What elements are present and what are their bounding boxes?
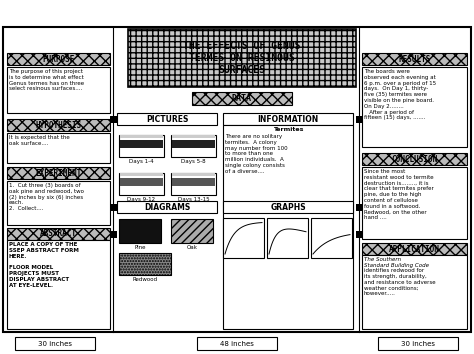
Bar xyxy=(356,231,363,238)
Bar xyxy=(223,113,353,125)
Bar xyxy=(3,27,471,332)
Bar xyxy=(15,337,95,350)
Text: PLACE A COPY OF THE
SSEP ABSTRACT FORM
HERE.

FLOOR MODEL
PROJECTS MUST
DISPLAY : PLACE A COPY OF THE SSEP ABSTRACT FORM H… xyxy=(9,242,79,287)
Bar xyxy=(128,29,356,87)
Bar xyxy=(119,219,161,243)
Bar xyxy=(172,178,215,186)
Bar xyxy=(7,119,110,131)
Bar xyxy=(7,228,110,240)
Bar xyxy=(117,113,217,125)
Text: PURPOSE: PURPOSE xyxy=(42,55,75,63)
Bar xyxy=(172,135,215,138)
Text: There are no solitary
termites.  A colony
may number from 100
to more than one
m: There are no solitary termites. A colony… xyxy=(225,134,288,174)
Bar xyxy=(171,135,216,157)
Text: Since the most
resistant wood to termite
destruction is........, it is
clear tha: Since the most resistant wood to termite… xyxy=(364,169,434,221)
Bar xyxy=(110,116,117,123)
Text: Oak: Oak xyxy=(186,245,198,250)
Text: ABSTRACT: ABSTRACT xyxy=(40,229,77,239)
Bar xyxy=(117,201,217,213)
Text: Pine: Pine xyxy=(134,245,146,250)
Text: Days 13-15: Days 13-15 xyxy=(178,197,210,202)
Text: DIAGRAMS: DIAGRAMS xyxy=(144,202,190,211)
Text: INFORMATION: INFORMATION xyxy=(257,114,319,124)
Bar xyxy=(120,135,163,138)
Bar xyxy=(223,201,353,213)
Text: 48 inches: 48 inches xyxy=(220,341,254,347)
Bar xyxy=(171,219,213,243)
Text: Days 9-12: Days 9-12 xyxy=(128,197,155,202)
Text: 30 inches: 30 inches xyxy=(401,341,435,347)
Bar xyxy=(362,167,467,239)
Bar xyxy=(110,231,117,238)
Bar xyxy=(356,116,363,123)
Bar xyxy=(7,67,110,113)
Text: HYPOTHESIS: HYPOTHESIS xyxy=(36,120,82,130)
Bar xyxy=(356,204,363,211)
Bar xyxy=(362,53,467,65)
Bar xyxy=(172,140,215,148)
Text: Days 5-8: Days 5-8 xyxy=(181,159,206,164)
Text: It is expected that the
oak surface....: It is expected that the oak surface.... xyxy=(9,135,70,146)
Bar xyxy=(311,218,352,258)
Bar xyxy=(120,140,163,148)
Text: Redwood: Redwood xyxy=(132,277,157,282)
Bar xyxy=(192,92,292,105)
Text: EXPERIMENT: EXPERIMENT xyxy=(36,169,82,177)
Bar xyxy=(110,204,117,211)
Text: Termites: Termites xyxy=(273,127,303,132)
Bar xyxy=(362,243,467,255)
Bar xyxy=(223,125,353,329)
Text: 1.  Cut three (3) boards of
oak pine and redwood, two
(2) inches by six (6) inch: 1. Cut three (3) boards of oak pine and … xyxy=(9,183,84,211)
Bar xyxy=(267,218,308,258)
Bar xyxy=(119,253,171,275)
Bar xyxy=(7,181,110,225)
Bar xyxy=(7,240,110,329)
Text: CONCLUSION: CONCLUSION xyxy=(392,154,438,164)
Bar xyxy=(171,173,216,195)
Bar xyxy=(119,173,164,195)
Bar xyxy=(119,135,164,157)
Bar xyxy=(378,337,458,350)
Text: APPLICATION: APPLICATION xyxy=(389,245,440,253)
Text: The Southern
Standard Building Code: The Southern Standard Building Code xyxy=(364,257,429,268)
Bar xyxy=(223,218,264,258)
Bar xyxy=(362,153,467,165)
Text: The purpose of this project
is to determine what effect
Genus termes has on thre: The purpose of this project is to determ… xyxy=(9,69,84,91)
Bar xyxy=(7,53,110,65)
Bar xyxy=(120,173,163,176)
Bar xyxy=(7,167,110,179)
Text: 30 inches: 30 inches xyxy=(38,341,72,347)
Text: The boards were
observed each evening at
6 p.m. over a period of 15
days.  On Da: The boards were observed each evening at… xyxy=(364,69,436,120)
Text: PICTURES: PICTURES xyxy=(146,114,188,124)
Text: identifies redwood for
its strength, durability,
and resistance to adverse
weath: identifies redwood for its strength, dur… xyxy=(364,268,436,296)
Text: GRAPHS: GRAPHS xyxy=(270,202,306,211)
Text: THE EFFECTS OF GENUS
TERMES ON RESINOUS
SURFACES: THE EFFECTS OF GENUS TERMES ON RESINOUS … xyxy=(183,41,301,75)
Text: Days 1-4: Days 1-4 xyxy=(129,159,154,164)
Text: RESULTS: RESULTS xyxy=(398,55,431,63)
Bar xyxy=(197,337,277,350)
Bar xyxy=(362,255,467,329)
Bar xyxy=(120,178,163,186)
Bar xyxy=(172,173,215,176)
Bar xyxy=(7,133,110,163)
Bar xyxy=(362,67,467,147)
Text: DATA: DATA xyxy=(232,94,252,103)
